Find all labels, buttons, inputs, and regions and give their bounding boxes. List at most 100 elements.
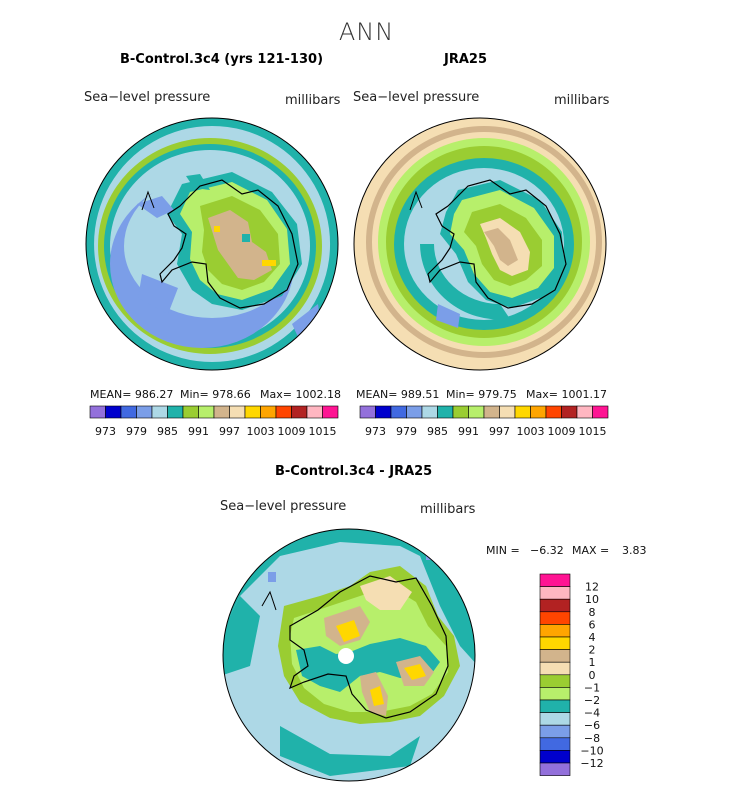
diff-colorbar-tick-label: 8 xyxy=(589,606,596,619)
diff-colorbar-tick-label: 1 xyxy=(589,656,596,669)
panel1-colorbar-swatch xyxy=(151,405,168,419)
panel2-colorbar: 973 979 985 991 997 1003 1009 1015 xyxy=(359,405,609,438)
panel2-colorbar-swatch xyxy=(468,405,485,419)
diff-min-value: −6.32 xyxy=(530,544,564,557)
panel2-title: JRA25 xyxy=(444,52,487,67)
panel1-mean: MEAN= 986.27 xyxy=(90,388,174,401)
diff-colorbar-swatch xyxy=(539,649,571,663)
diff-colorbar-tick-label: −2 xyxy=(584,694,600,707)
diff-colorbar-swatch xyxy=(539,762,571,776)
panel1-colorbar-swatch xyxy=(229,405,246,419)
panel1-colorbar-swatch xyxy=(322,405,339,419)
diff-colorbar-tick-label: 12 xyxy=(585,581,599,594)
panel1-colorbar-tick-label: 1003 xyxy=(247,425,275,438)
diff-colorbar-tick-label: −6 xyxy=(584,719,600,732)
panel2-colorbar-tick-label: 973 xyxy=(365,425,386,438)
diff-max-value: 3.83 xyxy=(622,544,647,557)
panel2-min: Min= 979.75 xyxy=(446,388,517,401)
panel2-colorbar-swatch xyxy=(452,405,469,419)
diff-colorbar-tick-label: 10 xyxy=(585,593,599,606)
panel1-colorbar-swatch xyxy=(244,405,261,419)
diff-colorbar-swatch xyxy=(539,712,571,726)
panel2-colorbar-tick-label: 1009 xyxy=(548,425,576,438)
panel1-colorbar-tick-label: 985 xyxy=(157,425,178,438)
panel2-colorbar-swatch xyxy=(576,405,593,419)
diff-colorbar-tick-label: −1 xyxy=(584,681,600,694)
panel1-colorbar-swatch xyxy=(306,405,323,419)
panel2-colorbar-swatch xyxy=(390,405,407,419)
panel1-colorbar-swatch xyxy=(120,405,137,419)
panel1-colorbar-tick-label: 1015 xyxy=(309,425,337,438)
diff-colorbar-swatch xyxy=(539,661,571,676)
diff-colorbar-swatch xyxy=(539,573,571,587)
diff-colorbar-swatch xyxy=(539,586,571,600)
panel1-colorbar-tick-label: 997 xyxy=(219,425,240,438)
panel2-map xyxy=(353,117,607,371)
panel1-colorbar-swatch xyxy=(291,405,308,419)
panel1-colorbar-tick-label: 979 xyxy=(126,425,147,438)
panel1-colorbar: 973 979 985 991 997 1003 1009 1015 xyxy=(89,405,339,438)
panel1-colorbar-tick-label: 973 xyxy=(95,425,116,438)
panel2-colorbar-tick-label: 991 xyxy=(458,425,479,438)
panel1-colorbar-swatch xyxy=(275,405,292,419)
diff-min-label: MIN = xyxy=(486,544,520,557)
panel1-variable: Sea−level pressure xyxy=(84,90,211,105)
panel2-colorbar-swatch xyxy=(483,405,500,419)
panel2-colorbar-swatch xyxy=(530,405,547,419)
panel1-colorbar-swatch xyxy=(213,405,230,419)
diff-colorbar-tick-label: 2 xyxy=(589,644,596,657)
panel2-colorbar-swatch xyxy=(499,405,516,419)
diff-variable: Sea−level pressure xyxy=(220,499,347,514)
diff-colorbar-swatch xyxy=(539,750,571,764)
panel2-colorbar-tick-label: 1015 xyxy=(579,425,607,438)
diff-colorbar-swatch xyxy=(539,724,571,739)
diff-colorbar-tick-label: −4 xyxy=(584,707,600,720)
panel2-colorbar-swatch xyxy=(359,405,376,419)
diff-colorbar-swatch xyxy=(539,687,571,701)
diff-colorbar-tick-label: −10 xyxy=(580,744,603,757)
panel1-colorbar-swatch xyxy=(136,405,153,419)
panel1-map xyxy=(85,117,339,371)
panel2-colorbar-tick-label: 985 xyxy=(427,425,448,438)
panel1-colorbar-swatch xyxy=(260,405,277,419)
panel2-colorbar-swatch xyxy=(406,405,423,419)
diff-max-label: MAX = xyxy=(572,544,610,557)
panel2-colorbar-swatch xyxy=(514,405,531,419)
panel2-variable: Sea−level pressure xyxy=(353,90,480,105)
panel2-colorbar-swatch xyxy=(421,405,438,419)
diff-colorbar-swatch xyxy=(539,699,571,713)
diff-colorbar-tick-label: 6 xyxy=(589,618,596,631)
panel1-colorbar-swatch xyxy=(198,405,215,419)
panel1-colorbar-swatch xyxy=(182,405,199,419)
diff-colorbar-tick-label: 0 xyxy=(589,669,596,682)
diff-colorbar-swatch xyxy=(539,624,571,638)
panel1-max: Max= 1002.18 xyxy=(260,388,341,401)
diff-units: millibars xyxy=(420,502,476,517)
panel2-colorbar-swatch xyxy=(545,405,562,419)
diff-colorbar-tick-label: −12 xyxy=(580,757,603,770)
panel2-colorbar-swatch xyxy=(592,405,609,419)
panel2-colorbar-tick-label: 1003 xyxy=(517,425,545,438)
panel2-colorbar-swatch xyxy=(437,405,454,419)
panel1-colorbar-tick-label: 1009 xyxy=(278,425,306,438)
panel1-colorbar-swatch xyxy=(167,405,184,419)
diff-colorbar-tick-label: −8 xyxy=(584,732,600,745)
panel2-colorbar-swatch xyxy=(375,405,392,419)
panel1-min: Min= 978.66 xyxy=(180,388,251,401)
panel2-colorbar-tick-label: 979 xyxy=(396,425,417,438)
panel2-units: millibars xyxy=(554,93,610,108)
panel2-colorbar-tick-label: 997 xyxy=(489,425,510,438)
diff-map xyxy=(222,528,476,782)
diff-colorbar-swatch xyxy=(539,598,571,613)
panel2-colorbar-swatch xyxy=(561,405,578,419)
panel1-colorbar-tick-label: 991 xyxy=(188,425,209,438)
diff-colorbar-swatch xyxy=(539,737,571,751)
panel2-max: Max= 1001.17 xyxy=(526,388,607,401)
diff-title: B-Control.3c4 - JRA25 xyxy=(275,464,433,479)
panel2-mean: MEAN= 989.51 xyxy=(356,388,440,401)
figure-title: ANN xyxy=(338,18,395,46)
panel1-units: millibars xyxy=(285,93,341,108)
panel1-colorbar-swatch xyxy=(105,405,122,419)
diff-colorbar-swatch xyxy=(539,674,571,688)
